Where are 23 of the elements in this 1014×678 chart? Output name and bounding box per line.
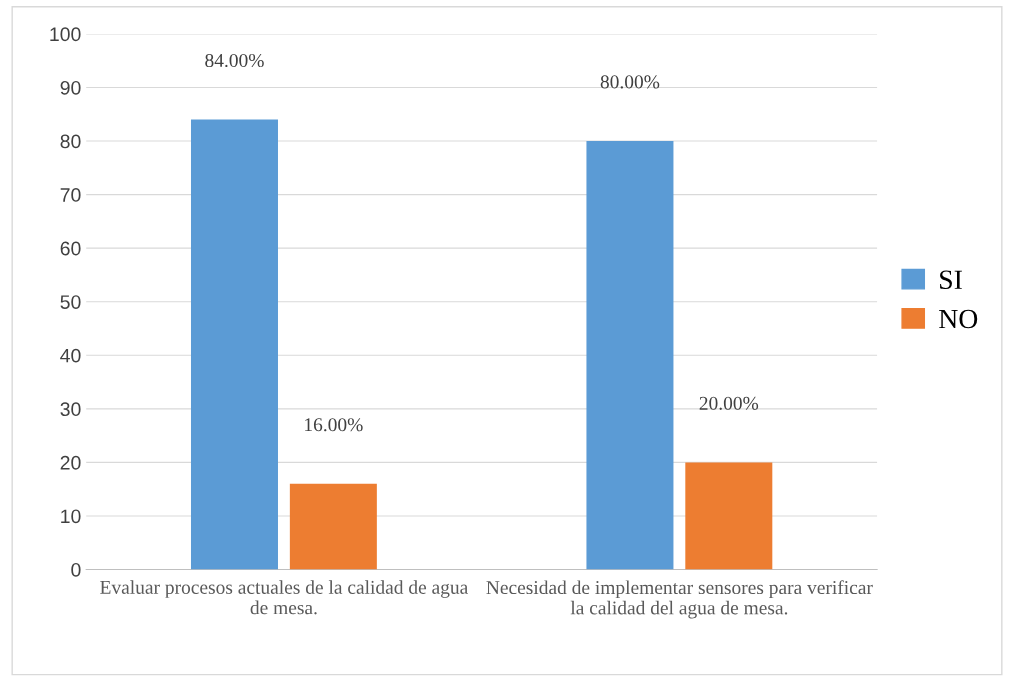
y-tick-label: 20 [60, 455, 81, 470]
y-tick-label: 90 [60, 80, 81, 95]
legend-label: NO [939, 309, 978, 329]
y-tick-label: 70 [60, 188, 81, 202]
y-tick-label: 0 [71, 562, 81, 577]
y-tick-label: 60 [60, 241, 81, 256]
data-label: 16.00% [305, 418, 363, 432]
y-tick-label: 100 [50, 27, 81, 42]
bar [685, 462, 773, 570]
legend-label: SI [940, 270, 962, 290]
bar [289, 483, 377, 570]
y-tick-label: 40 [60, 348, 81, 363]
data-label: 84.00% [205, 53, 264, 68]
y-tick-label: 10 [61, 509, 81, 524]
data-label: 80.00% [600, 75, 660, 89]
data-label: 20.00% [699, 396, 759, 410]
y-tick-label: 50 [60, 295, 81, 309]
bar [586, 141, 674, 570]
bar [190, 119, 278, 570]
x-tick-label: Evaluar procesos actuales de la calidad de agua de mesa. [100, 580, 469, 615]
y-tick-label: 30 [60, 402, 81, 417]
x-tick-label: Necesidad de implementar sensores para verificar la calidad del agua de mesa. [486, 580, 873, 619]
y-tick-label: 80 [60, 134, 81, 149]
